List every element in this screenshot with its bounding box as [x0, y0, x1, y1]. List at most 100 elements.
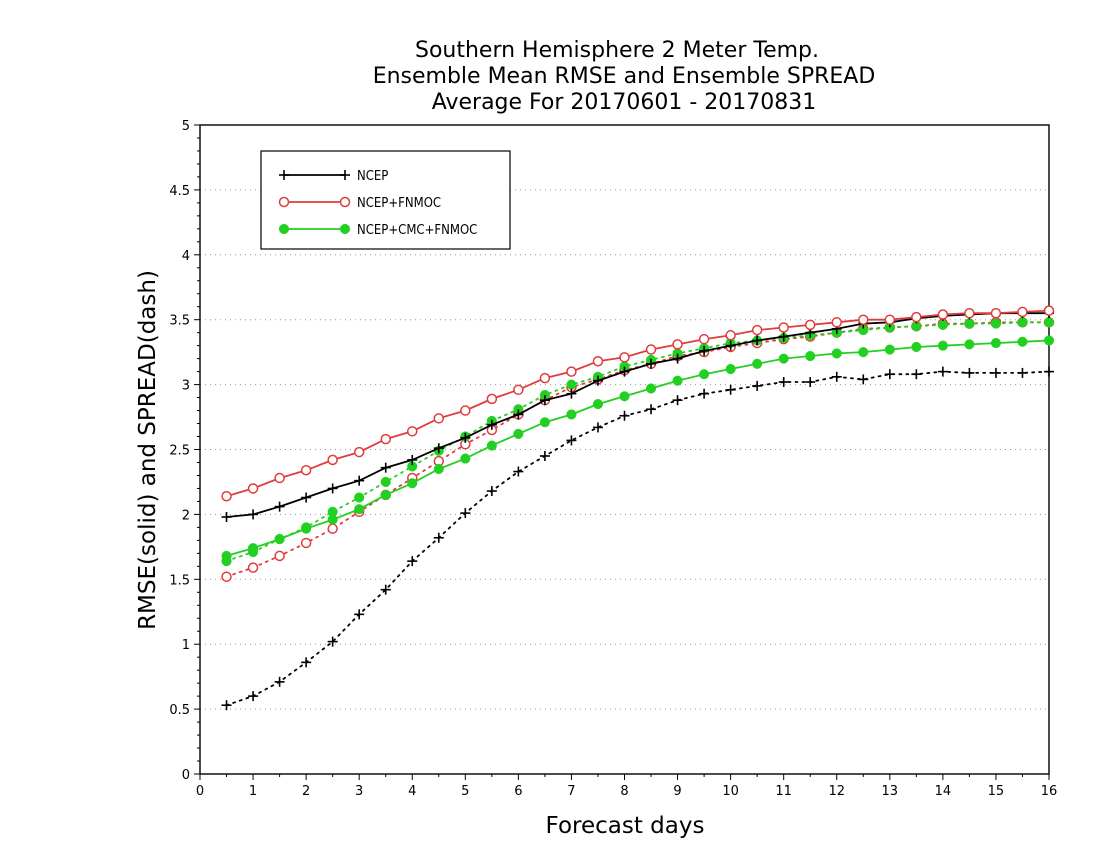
- rmse-point: [539, 395, 550, 406]
- x-tick-label-9: 9: [673, 784, 681, 799]
- rmse-point: [699, 345, 710, 356]
- rmse-point: [433, 463, 444, 475]
- rmse-point: [964, 339, 975, 350]
- rmse-point: [566, 366, 577, 377]
- rmse-point: [274, 472, 285, 484]
- rmse-point: [725, 340, 736, 351]
- legend-label-2: NCEP+CMC+FNMOC: [357, 223, 477, 238]
- rmse-point: [248, 543, 259, 554]
- rmse-point: [619, 366, 630, 377]
- spread-point: [964, 318, 975, 329]
- spread-point: [566, 379, 577, 390]
- spread-point: [274, 676, 285, 687]
- rmse-point: [353, 446, 365, 458]
- rmse-point: [592, 375, 603, 386]
- y-tick-label-5: 2.5: [169, 444, 190, 459]
- spread-point: [646, 404, 657, 415]
- x-tick-label-3: 3: [355, 784, 363, 799]
- rmse-point: [300, 465, 312, 476]
- legend-box: [260, 150, 511, 250]
- legend-label-1: NCEP+FNMOC: [357, 196, 441, 211]
- rmse-point: [672, 375, 683, 386]
- spread-point: [354, 492, 365, 503]
- spread-point: [354, 609, 365, 620]
- rmse-point: [725, 363, 736, 375]
- y-tick-label-7: 3.5: [169, 314, 190, 329]
- rmse-point: [937, 309, 949, 320]
- rmse-point: [884, 344, 895, 355]
- spread-point: [990, 318, 1001, 329]
- spread-point: [778, 377, 789, 388]
- rmse-point: [274, 534, 285, 545]
- spread-point: [300, 537, 312, 549]
- spread-point: [805, 377, 816, 388]
- rmse-point: [327, 454, 338, 466]
- rmse-point: [354, 504, 365, 515]
- rmse-point: [221, 550, 232, 561]
- spread-point: [380, 584, 391, 595]
- rmse-point: [964, 307, 975, 319]
- spread-point: [911, 369, 922, 380]
- x-tick-label-2: 2: [302, 784, 310, 799]
- rmse-point: [778, 353, 789, 364]
- gridlines: [200, 189, 1049, 710]
- rmse-point: [460, 405, 471, 416]
- spread-point: [274, 550, 285, 562]
- rmse-point: [327, 483, 338, 494]
- legend-marker-start-0: [279, 170, 289, 180]
- rmse-point: [619, 391, 630, 402]
- rmse-point: [858, 314, 869, 325]
- spread-point: [937, 319, 948, 330]
- spread-line-0: [225, 370, 1050, 707]
- rmse-point: [778, 331, 789, 342]
- rmse-line-0: [226, 312, 1049, 518]
- y-tick-label-2: 1: [182, 638, 190, 653]
- x-tick-label-1: 1: [249, 784, 257, 799]
- rmse-point: [433, 443, 444, 454]
- rmse-point: [513, 384, 524, 396]
- spread-point: [486, 486, 497, 497]
- rmse-point: [672, 339, 683, 350]
- spread-point: [460, 508, 471, 519]
- rmse-point: [460, 432, 471, 443]
- x-tick-label-4: 4: [408, 784, 416, 799]
- x-tick-label-12: 12: [828, 784, 845, 799]
- rmse-point: [831, 317, 842, 328]
- rmse-point: [752, 358, 763, 369]
- rmse-point: [460, 453, 471, 464]
- rmse-point: [221, 490, 232, 502]
- rmse-point: [831, 348, 842, 359]
- rmse-point: [566, 409, 577, 420]
- rmse-point: [990, 307, 1002, 319]
- x-tick-label-6: 6: [514, 784, 522, 799]
- rmse-point: [1043, 335, 1055, 346]
- rmse-point: [247, 483, 259, 494]
- rmse-point: [301, 523, 312, 534]
- rmse-point: [407, 478, 418, 489]
- title-line-3: Average For 20170601 - 20170831: [432, 90, 817, 115]
- rmse-point: [513, 428, 524, 439]
- spread-point: [247, 562, 259, 573]
- spread-point: [619, 410, 630, 421]
- rmse-point: [645, 344, 657, 355]
- spread-point: [964, 367, 975, 378]
- x-tick-label-11: 11: [775, 784, 792, 799]
- rmse-point: [805, 350, 816, 362]
- y-axis-label: RMSE(solid) and SPREAD(dash): [135, 270, 161, 630]
- x-tick-label-13: 13: [882, 784, 899, 799]
- rmse-point: [248, 509, 259, 520]
- spread-point: [301, 657, 312, 668]
- x-axis-label: Forecast days: [546, 813, 705, 839]
- rmse-point: [619, 352, 630, 363]
- rmse-point: [698, 333, 710, 345]
- y-tick-label-0: 0: [182, 768, 190, 783]
- rmse-point: [858, 347, 869, 358]
- legend-marker-start-1: [278, 196, 290, 208]
- y-tick-label-6: 3: [182, 379, 190, 394]
- spread-point: [831, 371, 842, 382]
- rmse-point: [486, 440, 497, 451]
- rmse-point: [1017, 306, 1028, 318]
- rmse-point: [433, 413, 445, 424]
- spread-point: [433, 532, 444, 543]
- rmse-point: [937, 340, 948, 351]
